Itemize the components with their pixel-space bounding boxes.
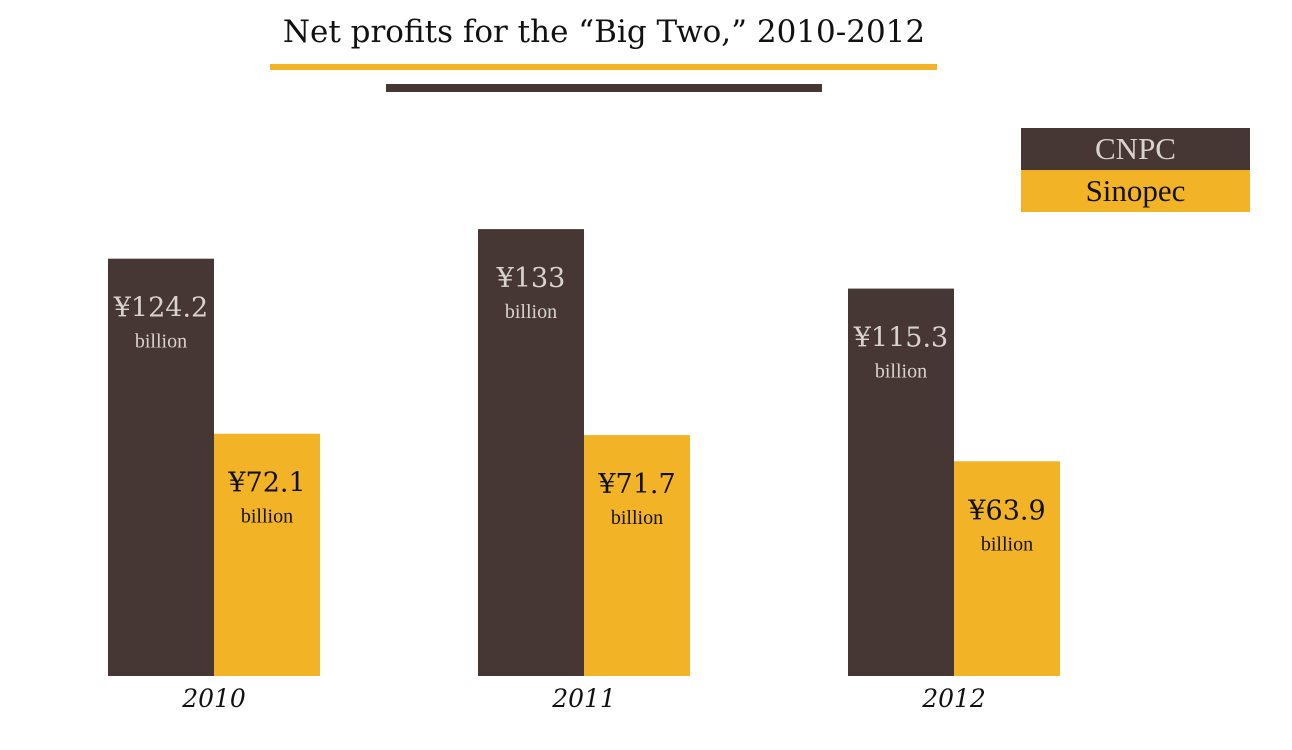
unit-label-sinopec-2012: billion <box>981 533 1033 555</box>
bar-cnpc-2012 <box>848 288 954 676</box>
bar-cnpc-2010 <box>108 258 214 676</box>
title-underline <box>270 64 937 70</box>
unit-label-cnpc-2011: billion <box>505 301 557 323</box>
bar-sinopec-2010 <box>214 433 320 676</box>
value-label-sinopec-2012: ¥63.9 <box>967 495 1045 526</box>
unit-label-cnpc-2012: billion <box>875 361 927 383</box>
unit-label-sinopec-2010: billion <box>241 506 293 528</box>
chart-title: Net profits for the “Big Two,” 2010-2012 <box>282 14 926 50</box>
x-tick-label-2012: 2012 <box>921 684 986 713</box>
value-label-sinopec-2011: ¥71.7 <box>597 469 675 500</box>
unit-label-cnpc-2010: billion <box>135 331 187 353</box>
legend-item-sinopec: Sinopec <box>1021 170 1250 212</box>
x-tick-label-2010: 2010 <box>181 684 246 713</box>
bar-cnpc-2011 <box>478 229 584 676</box>
legend: CNPC Sinopec <box>1021 128 1250 212</box>
value-label-sinopec-2010: ¥72.1 <box>227 468 305 499</box>
value-label-cnpc-2012: ¥115.3 <box>853 323 948 354</box>
bar-sinopec-2012 <box>954 461 1060 676</box>
legend-item-cnpc: CNPC <box>1021 128 1250 170</box>
value-label-cnpc-2010: ¥124.2 <box>113 293 208 324</box>
x-tick-label-2011: 2011 <box>551 684 616 713</box>
unit-label-sinopec-2011: billion <box>611 507 663 529</box>
bar-sinopec-2011 <box>584 435 690 676</box>
value-label-cnpc-2011: ¥133 <box>496 263 566 294</box>
title-bar-decoration <box>386 84 822 92</box>
